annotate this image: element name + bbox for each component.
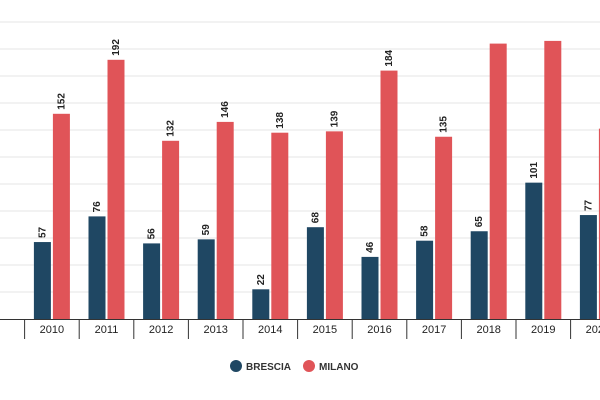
bar-milano-2016 [380,70,398,319]
bar-milano-2017 [435,136,453,319]
bar-brescia-2018 [470,231,488,319]
data-label-milano-2013: 146 [220,101,231,118]
bars [33,40,600,320]
legend: BRESCIA MILANO [230,360,359,373]
x-tick-label-2012: 2012 [149,324,173,336]
bar-milano-2010 [52,113,70,319]
data-label-milano-2017: 135 [439,116,450,133]
data-label-milano-2016: 184 [384,49,395,66]
data-label-brescia-2020: 77 [583,199,594,211]
bar-brescia-2014 [252,289,270,319]
bar-brescia-2017 [416,240,434,319]
x-tick-label-2014: 2014 [258,324,282,336]
x-axis: 2010 2011 2012 2013 2014 2015 2016 2017 2018 2019… [0,319,600,339]
data-label-milano-2010: 152 [56,93,67,110]
x-tick-label-2015: 2015 [313,324,337,336]
data-label-brescia-2015: 68 [310,212,321,224]
bar-brescia-2015 [306,227,324,319]
x-tick-label-2016: 2016 [367,324,391,336]
legend-label-brescia: BRESCIA [246,362,291,373]
bar-brescia-2011 [88,216,106,319]
data-label-brescia-2012: 56 [147,228,158,240]
bar-milano-2011 [107,59,125,320]
x-tick-label-2013: 2013 [203,324,227,336]
data-labels: 57 152 76 192 56 132 59 146 22 138 68 139 46 184 58 135… [37,39,594,286]
bar-brescia-2012 [143,243,161,319]
bar-brescia-2010 [33,242,51,319]
bar-milano-2019 [544,40,562,320]
bar-milano-2013 [216,121,234,320]
x-tick-label-2019: 2019 [531,324,555,336]
bar-milano-2015 [325,131,343,319]
data-label-brescia-2018: 65 [474,216,485,228]
legend-label-milano: MILANO [319,362,359,373]
data-label-brescia-2014: 22 [256,274,267,286]
x-tick-label-2017: 2017 [422,324,446,336]
bar-milano-2012 [162,140,180,319]
bar-milano-2018 [489,43,507,319]
legend-marker-brescia [230,360,242,372]
bar-brescia-2019 [525,182,543,319]
data-label-milano-2012: 132 [166,120,177,137]
data-label-brescia-2010: 57 [37,226,48,238]
data-label-milano-2015: 139 [329,110,340,127]
bar-brescia-2020 [579,215,597,319]
x-tick-label-2020: 2020 [586,324,600,336]
bar-brescia-2016 [361,256,379,319]
data-label-brescia-2013: 59 [201,224,212,236]
bar-milano-2014 [271,132,289,319]
data-label-brescia-2011: 76 [92,201,103,213]
data-label-milano-2011: 192 [111,39,122,56]
bar-brescia-2013 [197,239,215,319]
x-tick-label-2011: 2011 [95,324,119,336]
data-label-brescia-2019: 101 [529,162,540,179]
x-tick-label-2018: 2018 [476,324,500,336]
bar-milano-2020 [598,128,600,319]
legend-marker-milano [303,360,315,372]
data-label-brescia-2017: 58 [420,225,431,237]
data-label-brescia-2016: 46 [365,241,376,253]
x-tick-label-2010: 2010 [40,324,64,336]
data-label-milano-2014: 138 [275,112,286,129]
